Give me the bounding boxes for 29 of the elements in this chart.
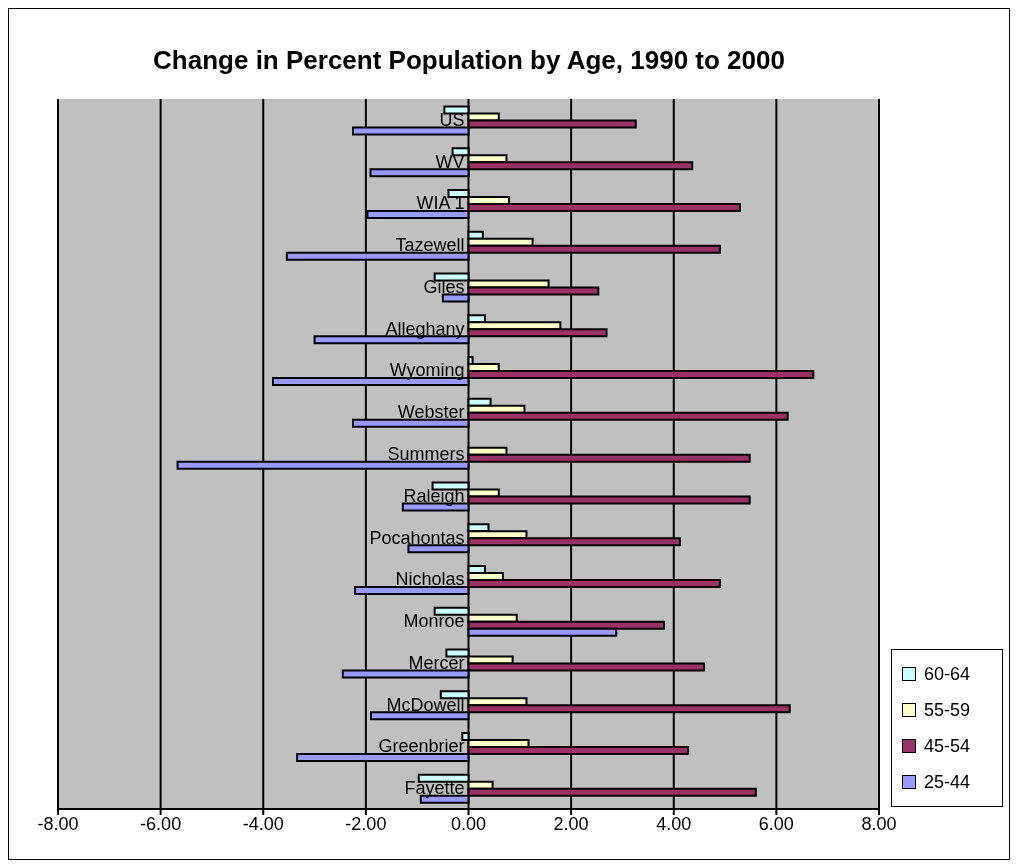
y-tick-label: Greenbrier — [378, 736, 465, 757]
x-tick-label: 2.00 — [553, 813, 589, 834]
y-tick-label: Giles — [423, 276, 465, 297]
x-tick-label: -4.00 — [242, 813, 284, 834]
y-tick-label: Wyoming — [389, 360, 465, 381]
y-tick-label: Monroe — [403, 611, 465, 632]
y-tick-label: Mercer — [408, 652, 465, 673]
y-tick-label: McDowell — [386, 694, 465, 715]
y-tick-label: Pocahontas — [369, 527, 465, 548]
legend-label: 25-44 — [924, 771, 971, 793]
y-tick-label: Summers — [387, 444, 465, 464]
x-tick-label: 6.00 — [758, 813, 794, 834]
x-tick-label: 4.00 — [656, 813, 692, 834]
x-tick-label: 0.00 — [450, 813, 487, 834]
y-tick-label: Tazewell — [395, 235, 465, 256]
y-tick-label: WV — [435, 151, 465, 172]
y-tick-label: Raleigh — [403, 485, 465, 506]
legend-label: 45-54 — [924, 735, 971, 757]
y-tick-label: Alleghany — [385, 318, 465, 339]
legend-label: 55-59 — [924, 699, 971, 721]
x-tick-label: 8.00 — [861, 813, 897, 834]
y-tick-label: Fayette — [404, 778, 465, 799]
legend-label: 60-64 — [924, 663, 971, 685]
chart-title: Change in Percent Population by Age, 1990 to 2000 — [152, 45, 786, 76]
x-tick-label: -8.00 — [37, 813, 79, 834]
x-tick-label: -6.00 — [140, 813, 182, 834]
y-tick-label: Nicholas — [395, 569, 465, 590]
x-tick-label: -2.00 — [345, 813, 387, 834]
y-tick-label: Webster — [397, 402, 465, 423]
